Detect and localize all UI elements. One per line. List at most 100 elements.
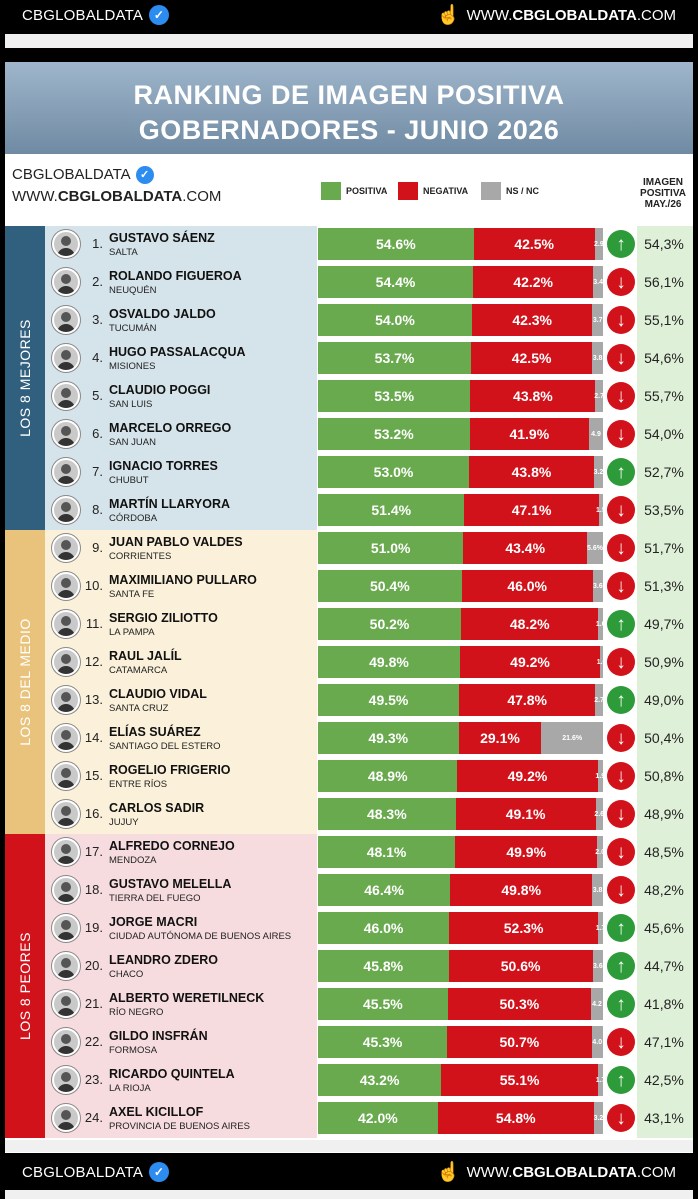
governor-avatar	[52, 610, 80, 638]
governor-name: MAXIMILIANO PULLARO	[109, 573, 257, 587]
top-site-link[interactable]: ☝ WWW.CBGLOBALDATA.COM	[437, 6, 676, 25]
stacked-bar: 48.3% 49.1% 2.6	[318, 798, 604, 830]
governor-province: CÓRDOBA	[109, 513, 158, 524]
governor-name: RAUL JALÍL	[109, 649, 182, 663]
governor-avatar	[52, 496, 80, 524]
governor-row: 24. AXEL KICILLOF PROVINCIA DE BUENOS AIRE…	[5, 1100, 693, 1138]
arrow-up-icon: ↑	[607, 686, 635, 714]
card-verified-check-icon: ✓	[135, 166, 154, 184]
previous-positive-image: 52,7%	[644, 464, 684, 480]
bottom-strip	[5, 1140, 693, 1152]
governor-row: 13. CLAUDIO VIDAL SANTA CRUZ 49.5% 47.8% 2.7 ↑…	[5, 682, 693, 720]
governor-province: RÍO NEGRO	[109, 1007, 164, 1018]
stacked-bar: 54.0% 42.3% 3.7	[318, 304, 603, 336]
governor-rank: 8.	[92, 502, 103, 517]
bottom-verified-check-icon: ✓	[149, 1162, 170, 1182]
governor-rank: 16.	[84, 806, 103, 821]
arrow-up-icon: ↑	[607, 230, 635, 258]
stacked-bar: 45.8% 50.6% 3.6	[318, 950, 603, 982]
governor-name: GUSTAVO SÁENZ	[109, 231, 215, 245]
bar-positive-segment: 48.9%	[318, 760, 458, 792]
bar-positive-segment: 53.5%	[318, 380, 471, 412]
bottom-site-bold: CBGLOBALDATA	[512, 1163, 637, 1181]
governor-rank: 13.	[84, 692, 103, 707]
bar-nsnc-segment: 2.7	[594, 684, 604, 716]
bar-positive-segment: 45.3%	[318, 1026, 448, 1058]
top-strip	[5, 34, 693, 48]
legend-negative-label: NEGATIVA	[423, 186, 469, 196]
governor-avatar	[52, 572, 80, 600]
top-bar: CBGLOBALDATA ✓ ☝ WWW.CBGLOBALDATA.COM	[0, 0, 698, 30]
governor-rank: 15.	[84, 768, 103, 783]
top-site-bold: CBGLOBALDATA	[512, 6, 637, 24]
bar-nsnc-segment: 3.8	[592, 874, 603, 906]
bar-negative-segment: 29.1%	[458, 722, 542, 754]
arrow-up-icon: ↑	[607, 952, 635, 980]
legend-nsnc-swatch	[481, 182, 501, 200]
previous-positive-image: 48,2%	[644, 882, 684, 898]
governor-name: ROLANDO FIGUEROA	[109, 269, 242, 283]
legend-positive-swatch	[321, 182, 341, 200]
governor-rank: 4.	[92, 350, 103, 365]
stacked-bar: 53.7% 42.5% 3.8	[318, 342, 603, 374]
previous-positive-image: 55,1%	[644, 312, 684, 328]
bar-nsnc-segment: 2.6	[594, 798, 604, 830]
arrow-down-icon: ↓	[607, 268, 635, 296]
governor-province: TIERRA DEL FUEGO	[109, 893, 201, 904]
legend-negative: NEGATIVA	[398, 182, 468, 200]
governor-province: LA PAMPA	[109, 627, 155, 638]
bar-positive-segment: 53.0%	[318, 456, 470, 488]
governor-avatar	[52, 306, 80, 334]
governor-avatar	[52, 876, 80, 904]
previous-image-header: IMAGEN POSITIVA MAY./26	[635, 177, 691, 210]
top-site-suffix: .COM	[636, 6, 676, 24]
previous-positive-image: 50,9%	[644, 654, 684, 670]
governor-rank: 12.	[84, 654, 103, 669]
governor-rank: 17.	[84, 844, 103, 859]
governor-avatar	[52, 838, 80, 866]
bottom-strip-2	[5, 1190, 693, 1199]
governor-rank: 9.	[92, 540, 103, 555]
governor-avatar	[52, 914, 80, 942]
governor-province: MENDOZA	[109, 855, 157, 866]
governor-name: MARTÍN LLARYORA	[109, 497, 231, 511]
bottom-site-prefix: WWW.	[466, 1163, 513, 1181]
governor-rank: 5.	[92, 388, 103, 403]
stacked-bar: 51.4% 47.1% 1.5	[318, 494, 606, 526]
governor-rank: 20.	[84, 958, 103, 973]
previous-positive-image: 43,1%	[644, 1110, 684, 1126]
governor-name: GILDO INSFRÁN	[109, 1029, 208, 1043]
governor-rank: 14.	[84, 730, 103, 745]
bar-nsnc-segment: 2.7	[594, 380, 604, 412]
arrow-down-icon: ↓	[607, 344, 635, 372]
bar-negative-segment: 47.8%	[459, 684, 596, 716]
chart-title-line2: GOBERNADORES - JUNIO 2026	[138, 115, 560, 145]
bottom-site-suffix: .COM	[636, 1163, 676, 1181]
bar-nsnc-segment: 3.4	[593, 266, 603, 298]
governor-province: CHUBUT	[109, 475, 149, 486]
group-band-middle: LOS 8 DEL MEDIO	[5, 530, 45, 834]
bar-nsnc-segment: 4.2	[591, 988, 603, 1020]
group-bg-best	[45, 226, 317, 530]
bar-positive-segment: 54.4%	[318, 266, 474, 298]
governor-name: CLAUDIO POGGI	[109, 383, 211, 397]
bottom-site-link[interactable]: ☝ WWW.CBGLOBALDATA.COM	[437, 1163, 676, 1182]
governor-name: JORGE MACRI	[109, 915, 198, 929]
previous-positive-image: 50,8%	[644, 768, 684, 784]
bar-positive-segment: 46.0%	[318, 912, 450, 944]
governor-province: ENTRE RÍOS	[109, 779, 168, 790]
governor-avatar	[52, 724, 80, 752]
governor-name: GUSTAVO MELELLA	[109, 877, 232, 891]
bar-positive-segment: 50.2%	[318, 608, 462, 640]
previous-positive-image: 49,0%	[644, 692, 684, 708]
arrow-down-icon: ↓	[607, 496, 635, 524]
previous-header-line2: POSITIVA	[640, 188, 686, 199]
governor-avatar	[52, 686, 80, 714]
bar-negative-segment: 50.6%	[448, 950, 593, 982]
bar-positive-segment: 53.7%	[318, 342, 472, 374]
governor-name: JUAN PABLO VALDES	[109, 535, 243, 549]
pointer-hand-icon: ☝	[436, 4, 461, 26]
governor-avatar	[52, 1066, 80, 1094]
bar-negative-segment: 48.2%	[461, 608, 599, 640]
card-site-bold: CBGLOBALDATA	[57, 188, 183, 205]
